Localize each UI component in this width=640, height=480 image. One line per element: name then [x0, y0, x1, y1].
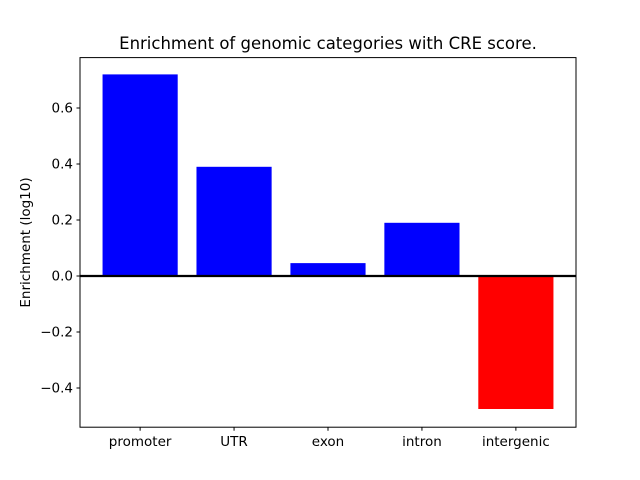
x-tick-label-UTR: UTR: [220, 434, 248, 450]
y-axis-label: Enrichment (log10): [18, 177, 34, 307]
y-tick-label: −0.4: [40, 381, 73, 397]
y-tick-label: −0.2: [40, 325, 73, 341]
y-tick-label: 0.4: [52, 157, 73, 173]
x-tick-label-intergenic: intergenic: [482, 434, 550, 450]
plot-border: [79, 57, 577, 428]
y-tick-label: 0.0: [52, 269, 73, 285]
bar-UTR: [196, 166, 272, 276]
y-tick-label: 0.6: [52, 101, 73, 117]
bars-group: [102, 74, 554, 409]
bar-exon: [290, 263, 366, 276]
x-tick-label-promoter: promoter: [109, 434, 172, 450]
y-axis-ticks: 0.6 0.4 0.2 0.0 −0.2 −0.4: [40, 101, 80, 397]
x-tick-label-exon: exon: [312, 434, 344, 450]
x-tick-label-intron: intron: [402, 434, 442, 450]
bar-intergenic: [478, 276, 554, 409]
y-tick-label: 0.2: [52, 213, 73, 229]
chart-title: Enrichment of genomic categories with CR…: [119, 34, 537, 53]
bar-promoter: [102, 74, 178, 277]
x-axis-ticks: promoter UTR exon intron intergenic: [109, 427, 550, 450]
bar-intron: [384, 222, 460, 276]
